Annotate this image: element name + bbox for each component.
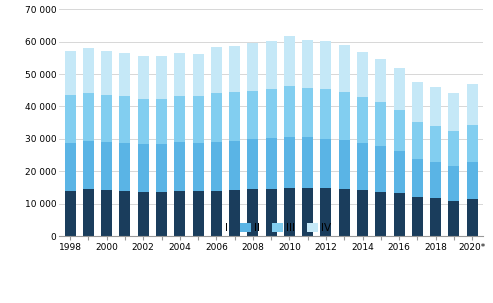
Bar: [65, 95, 75, 143]
Bar: [412, 82, 423, 122]
Bar: [175, 96, 185, 142]
Bar: [284, 86, 295, 137]
Bar: [138, 192, 149, 236]
Bar: [449, 166, 459, 201]
Bar: [247, 139, 258, 189]
Bar: [266, 188, 277, 236]
Bar: [247, 189, 258, 236]
Bar: [156, 99, 167, 145]
Bar: [467, 199, 478, 236]
Bar: [320, 139, 331, 188]
Bar: [357, 190, 368, 236]
Bar: [375, 146, 387, 191]
Bar: [430, 87, 441, 126]
Bar: [357, 52, 368, 97]
Bar: [156, 56, 167, 99]
Bar: [339, 188, 350, 236]
Bar: [320, 188, 331, 236]
Bar: [247, 43, 258, 91]
Bar: [266, 41, 277, 89]
Bar: [138, 99, 149, 144]
Bar: [430, 126, 441, 162]
Bar: [138, 144, 149, 192]
Bar: [65, 191, 75, 236]
Bar: [65, 143, 75, 191]
Bar: [467, 162, 478, 199]
Bar: [101, 95, 112, 142]
Bar: [302, 137, 313, 188]
Bar: [83, 141, 94, 189]
Bar: [393, 68, 405, 110]
Bar: [449, 132, 459, 166]
Bar: [119, 96, 131, 142]
Bar: [101, 51, 112, 95]
Bar: [375, 59, 387, 102]
Bar: [375, 102, 387, 146]
Bar: [302, 88, 313, 137]
Bar: [211, 47, 222, 93]
Bar: [175, 142, 185, 191]
Bar: [101, 142, 112, 190]
Bar: [156, 145, 167, 192]
Bar: [449, 201, 459, 236]
Bar: [284, 137, 295, 188]
Bar: [302, 188, 313, 236]
Bar: [357, 142, 368, 190]
Bar: [284, 36, 295, 86]
Bar: [65, 51, 75, 95]
Bar: [302, 40, 313, 88]
Bar: [229, 46, 240, 92]
Bar: [175, 53, 185, 96]
Bar: [393, 151, 405, 193]
Bar: [193, 54, 204, 96]
Bar: [467, 84, 478, 125]
Bar: [229, 92, 240, 141]
Bar: [375, 191, 387, 236]
Bar: [193, 96, 204, 142]
Bar: [211, 191, 222, 236]
Bar: [229, 141, 240, 190]
Bar: [119, 191, 131, 236]
Bar: [193, 191, 204, 236]
Bar: [175, 191, 185, 236]
Bar: [193, 142, 204, 191]
Legend: I, II, III, IV: I, II, III, IV: [211, 223, 331, 233]
Bar: [412, 197, 423, 236]
Bar: [339, 140, 350, 188]
Bar: [284, 188, 295, 236]
Bar: [101, 190, 112, 236]
Bar: [83, 48, 94, 93]
Bar: [320, 88, 331, 139]
Bar: [247, 91, 258, 139]
Bar: [138, 56, 149, 99]
Bar: [357, 97, 368, 142]
Bar: [393, 193, 405, 236]
Bar: [266, 138, 277, 188]
Bar: [393, 110, 405, 151]
Bar: [430, 162, 441, 198]
Bar: [211, 93, 222, 142]
Bar: [339, 45, 350, 92]
Bar: [449, 94, 459, 132]
Bar: [412, 159, 423, 197]
Bar: [156, 192, 167, 236]
Bar: [83, 93, 94, 141]
Bar: [119, 53, 131, 96]
Bar: [83, 189, 94, 236]
Bar: [119, 142, 131, 191]
Bar: [266, 88, 277, 138]
Bar: [430, 198, 441, 236]
Bar: [339, 92, 350, 140]
Bar: [412, 122, 423, 159]
Bar: [320, 41, 331, 89]
Bar: [229, 190, 240, 236]
Bar: [467, 125, 478, 162]
Bar: [211, 142, 222, 191]
